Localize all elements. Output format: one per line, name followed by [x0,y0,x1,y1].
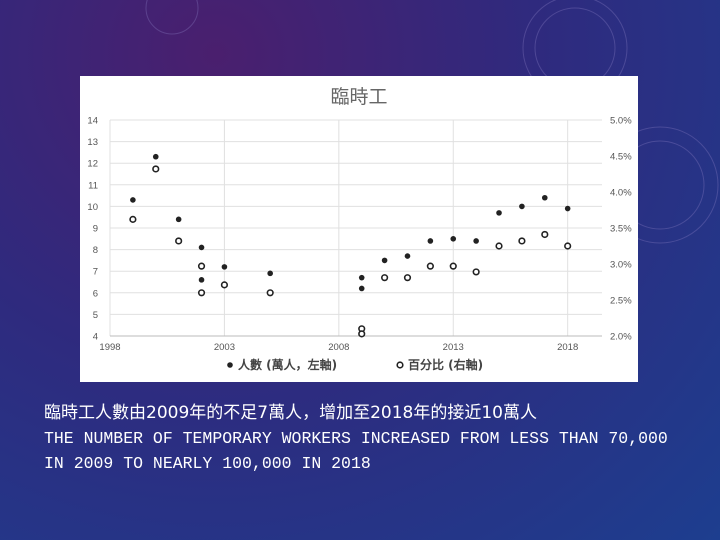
y-tick-label: 10 [87,202,98,213]
y-tick-label: 4 [93,332,98,343]
caption-chinese: 臨時工人數由2009年的不足7萬人，增加至2018年的接近10萬人 [44,403,537,423]
data-point-count [130,197,136,203]
data-point-percent [220,281,229,289]
legend-label: 人數 (萬人，左軸) [238,357,337,372]
data-point-percent [152,165,160,173]
data-point-count [358,285,365,292]
data-point-percent [449,262,457,270]
deco-circle [145,0,199,35]
data-point-count [496,210,502,216]
x-tick-label: 2008 [328,342,349,353]
data-point-count [450,236,457,242]
y-tick-label: 5 [93,310,98,321]
data-point-percent [541,230,549,239]
data-point-count [198,277,205,283]
y2-tick-label: 4.5% [610,152,632,163]
data-point-percent [197,262,206,270]
legend-marker-hollow [396,361,404,369]
y-tick-label: 13 [87,137,98,148]
y2-tick-label: 4.0% [610,188,632,199]
chart-title: 臨時工 [330,86,388,108]
y2-tick-label: 3.0% [610,260,632,271]
scatter-chart: 4 5 6 7 8 9 10 11 12 13 14 2.0% 2.5% 3.0% 3.5% 4.0% 4.5%… [87,116,632,373]
data-point-percent [175,237,183,245]
data-point-count [358,274,365,281]
chart-card: 臨時工 4 5 6 7 8 9 10 11 12 13 14 2.0% 2.5% 3.0% 3.5% 4.0%… [80,76,638,382]
data-point-count [404,253,411,259]
data-point-percent [129,215,137,223]
y-tick-label: 6 [93,288,98,299]
data-point-count [198,244,205,251]
data-point-count [541,194,548,201]
data-point-count [564,205,571,212]
y-tick-label: 8 [93,245,98,256]
data-point-count [473,238,479,244]
data-point-percent [358,330,366,338]
y-tick-label: 12 [87,159,98,170]
data-point-count [175,216,182,223]
data-point-count [381,257,388,264]
x-tick-label: 2013 [443,342,464,353]
data-point-count [519,203,525,210]
y-tick-label: 14 [87,116,98,127]
data-point-percent [266,289,274,297]
data-point-percent [564,242,572,250]
y-tick-label: 11 [88,180,98,191]
legend-label: 百分比 (右軸) [408,357,483,372]
y-tick-label: 7 [93,267,98,278]
data-point-percent [381,274,389,282]
data-point-percent [426,262,434,270]
legend-marker-filled [227,362,233,368]
y2-tick-label: 3.5% [610,224,632,235]
data-point-percent [495,242,503,250]
y2-tick-label: 2.0% [610,332,632,343]
y-tick-label: 9 [93,224,98,235]
slide-caption: 臨時工人數由2009年的不足7萬人，增加至2018年的接近10萬人 THE NU… [44,400,684,476]
y2-tick-label: 2.5% [610,296,632,307]
data-point-percent [518,237,526,245]
data-point-count [221,264,228,270]
data-point-percent [197,289,206,297]
x-tick-label: 1998 [99,342,120,353]
y2-tick-label: 5.0% [610,116,632,127]
data-point-percent [472,268,480,276]
data-point-percent [403,274,412,282]
caption-english: THE NUMBER OF TEMPORARY WORKERS INCREASE… [44,429,678,473]
x-tick-label: 2018 [557,342,578,353]
data-point-count [427,238,434,244]
data-point-count [152,153,159,160]
x-tick-label: 2003 [214,342,235,353]
data-point-count [267,270,273,277]
